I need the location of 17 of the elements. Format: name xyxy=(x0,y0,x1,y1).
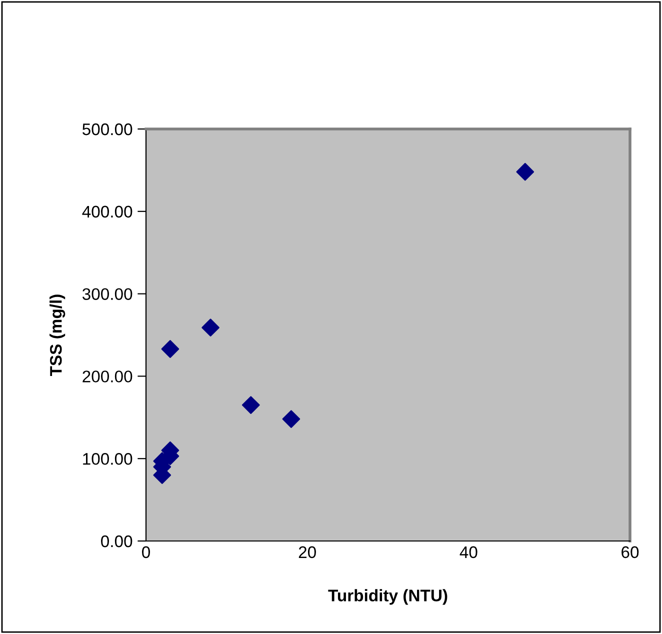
point xyxy=(516,162,534,181)
y-tick-label: 0.00 xyxy=(101,535,132,548)
y-tick-label: 100.00 xyxy=(83,453,132,465)
y-tick-label: 300.00 xyxy=(82,288,132,300)
x-tick-label: 60 xyxy=(622,546,639,558)
x-tick-label: 20 xyxy=(298,546,316,558)
y-tick-label: 200.00 xyxy=(82,370,132,382)
x-tick-label: 0 xyxy=(142,546,150,558)
point xyxy=(202,318,220,336)
x-axis-title: Turbidity (NTU) xyxy=(328,589,448,605)
point xyxy=(242,396,260,414)
point xyxy=(282,410,300,428)
x-tick-label: 40 xyxy=(460,546,478,558)
y-tick-label: 500.00 xyxy=(82,123,132,136)
y-axis-title: TSS (mg/l) xyxy=(50,294,66,376)
y-tick-label: 400.00 xyxy=(82,206,132,218)
point xyxy=(161,340,180,358)
